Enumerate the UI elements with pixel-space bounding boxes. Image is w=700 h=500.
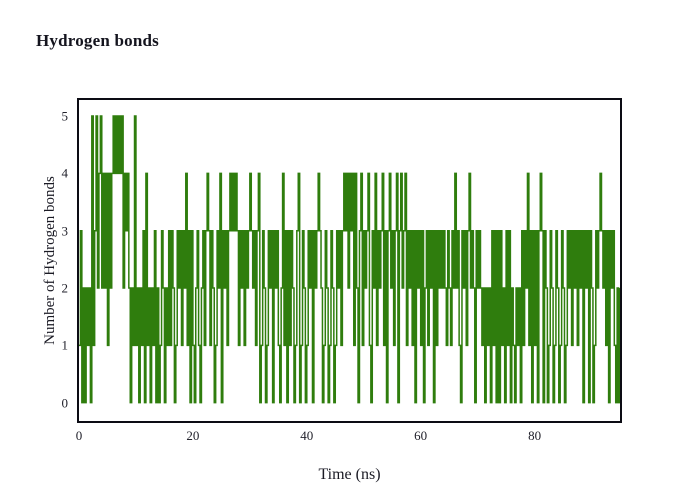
hbond-series-line <box>79 115 620 404</box>
x-tick-label: 0 <box>75 428 83 443</box>
y-tick-label: 3 <box>61 223 69 239</box>
y-axis-title: Number of Hydrogen bonds <box>40 100 60 421</box>
y-axis-title-text: Number of Hydrogen bonds <box>41 176 58 345</box>
y-tick-label: 4 <box>61 165 69 181</box>
y-tick-label: 1 <box>61 337 69 353</box>
y-tick-label: 2 <box>61 280 69 296</box>
x-tick-label: 60 <box>414 428 428 443</box>
y-tick-label: 0 <box>61 395 69 411</box>
x-tick-label: 80 <box>528 428 542 443</box>
x-tick-label: 20 <box>186 428 200 443</box>
chart-title: Hydrogen bonds <box>36 31 159 50</box>
x-tick-label: 40 <box>300 428 314 443</box>
plot-area: Number of Hydrogen bonds <box>42 98 622 423</box>
x-axis-title: Time (ns) <box>318 466 381 483</box>
y-tick-label: 5 <box>61 108 69 124</box>
hbond-step-plot <box>79 115 620 404</box>
